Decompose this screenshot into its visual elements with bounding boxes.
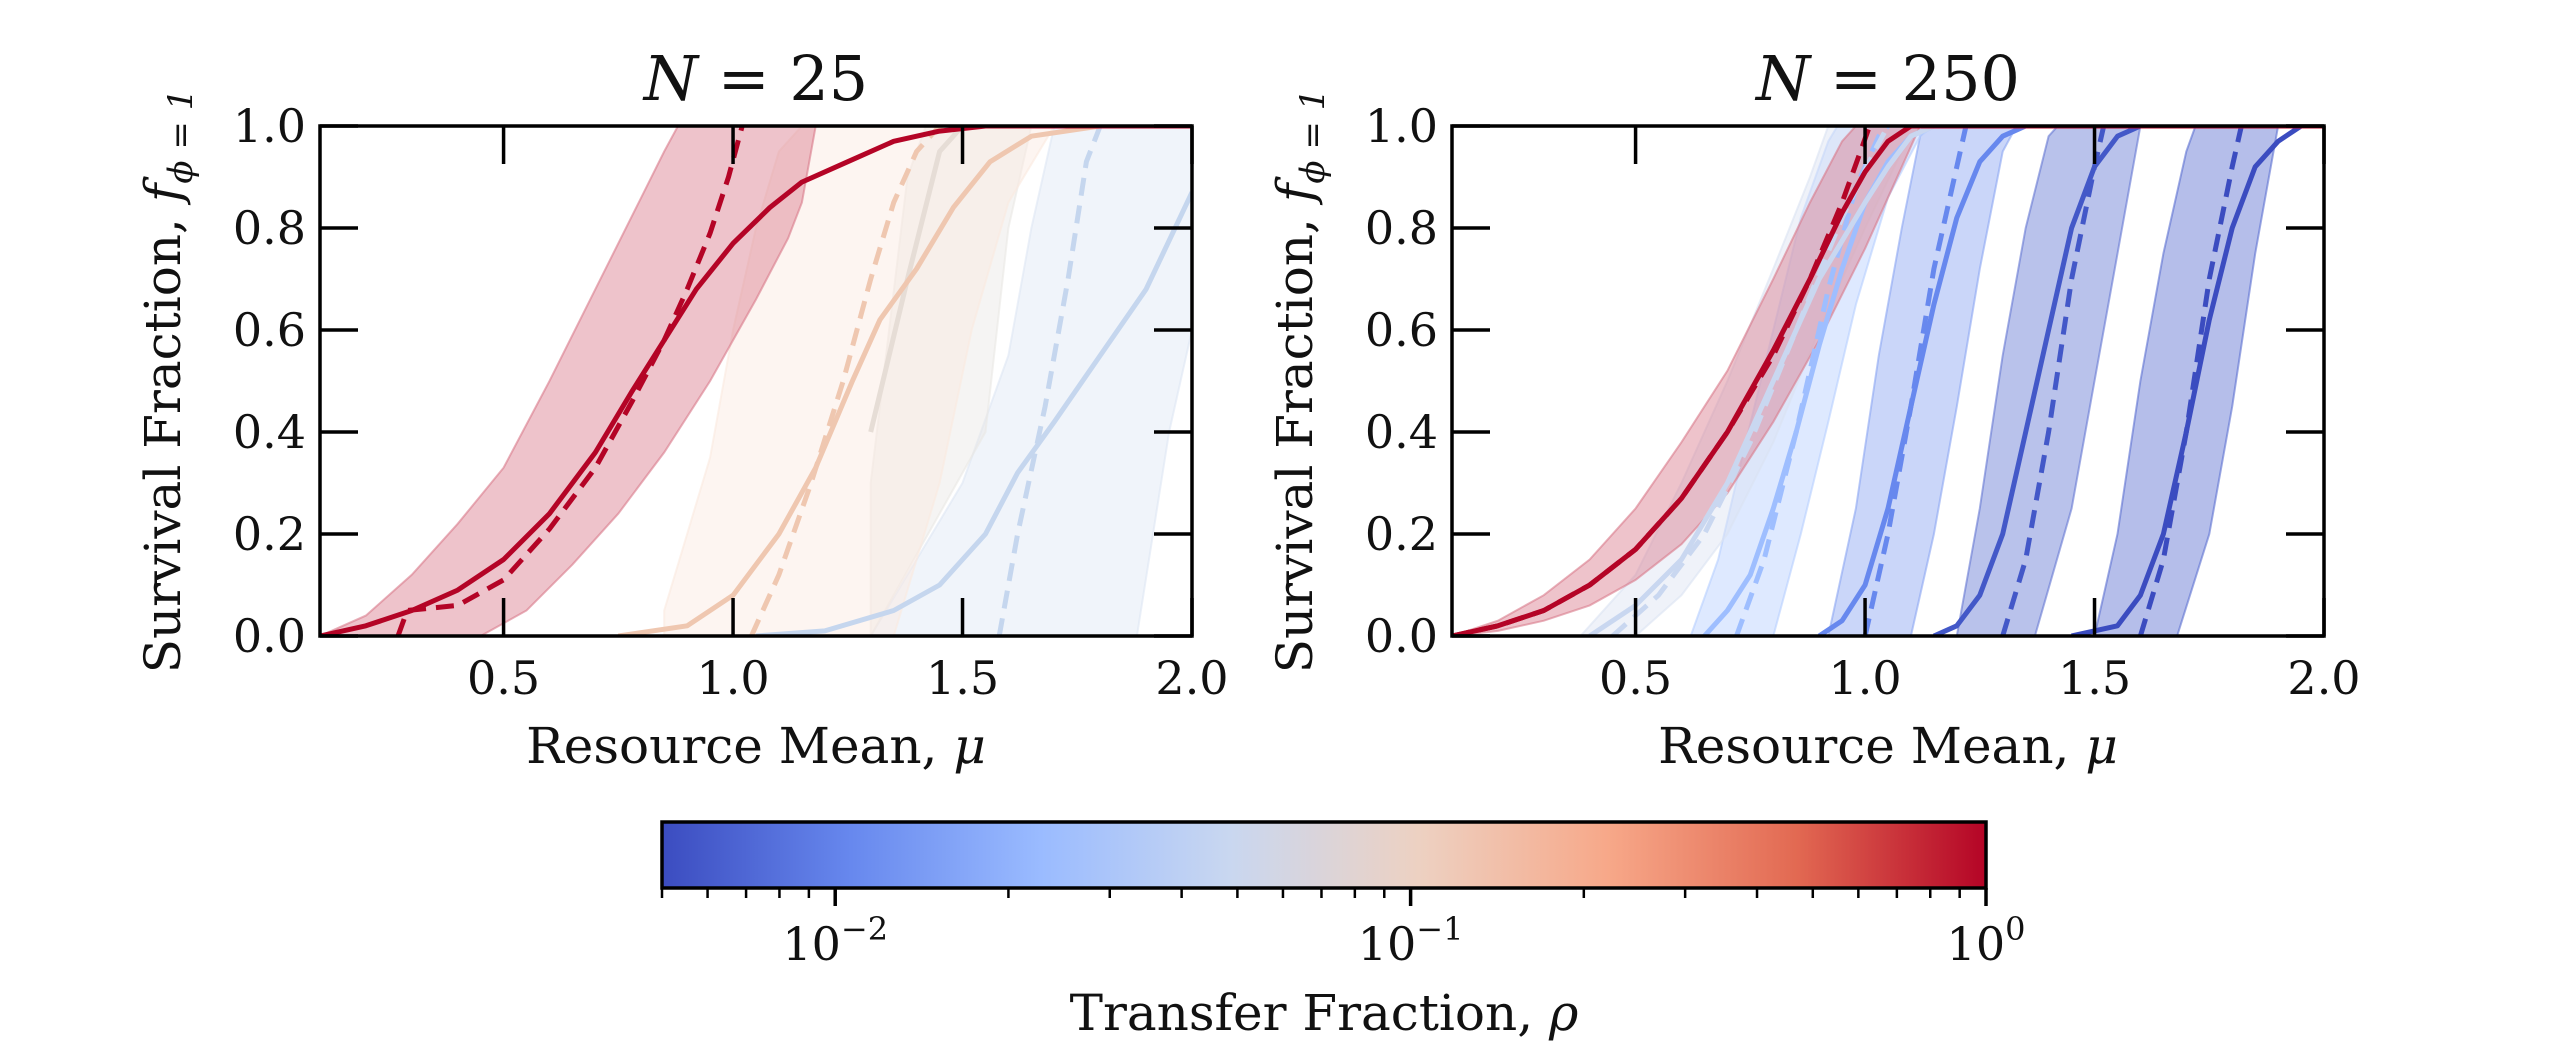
plot-area xyxy=(320,126,1192,636)
panel-n250: N = 250 0.5 1.0 1.5 2.0 0.0 0.2 0.4 0.6 0.8 1.0 R… xyxy=(1266,42,2361,775)
y-tick-label: 0.6 xyxy=(1365,303,1438,357)
series-dashed-rho=1 xyxy=(395,126,745,636)
y-axis-label: Survival Fraction, fϕ = 1 xyxy=(1266,89,1333,674)
x-axis-label-symbol: μ xyxy=(2085,717,2118,775)
x-tick-label: 1.0 xyxy=(696,651,769,705)
title-variable: N xyxy=(642,42,701,115)
confidence-band-rho=0.015 xyxy=(1827,126,2018,636)
y-tick-label: 0.8 xyxy=(233,201,306,255)
title-equals: = xyxy=(698,42,789,115)
panel-n25: N = 25 0.5 1.0 1.5 2.0 0.0 0.2 0.4 0.6 0.8 1.0 Re… xyxy=(134,42,1229,775)
x-axis-label: Resource Mean, μ xyxy=(1658,717,2118,775)
y-tick-label: 0.0 xyxy=(233,609,306,663)
title-variable: N xyxy=(1754,42,1813,115)
colorbar-label: Transfer Fraction, ρ xyxy=(1070,984,1579,1042)
plot-area xyxy=(1452,126,2324,636)
panel-title: N = 25 xyxy=(642,42,869,115)
y-tick-label: 0.4 xyxy=(233,405,306,459)
x-tick-label: 2.0 xyxy=(1155,651,1228,705)
confidence-band-rho=1 xyxy=(320,126,817,636)
y-axis-label-text: Survival Fraction, xyxy=(134,202,192,673)
y-tick-label: 0.4 xyxy=(1365,405,1438,459)
axis-ticks: 0.5 1.0 1.5 2.0 0.0 0.2 0.4 0.6 0.8 1.0 xyxy=(233,99,1229,705)
confidence-band-rho=0.03 xyxy=(869,126,1192,636)
x-tick-label: 1.0 xyxy=(1828,651,1901,705)
series-dashed-rho=1 xyxy=(1452,126,1872,636)
series-dashed-rho=0.015 xyxy=(1862,126,1969,636)
x-tick-label: 0.5 xyxy=(1599,651,1672,705)
colorbar-tick-label: 10−1 xyxy=(1358,910,1464,971)
colorbar: 10−2 10−1 100 Transfer Fraction, ρ xyxy=(660,820,2026,1042)
y-tick-label: 0.0 xyxy=(1365,609,1438,663)
series-line-rho=1 xyxy=(320,126,1192,636)
series-dashed-rho=0.005 xyxy=(2138,126,2244,636)
series-line-rho=0.008 xyxy=(1932,126,2324,636)
y-axis-label-subscript: ϕ = 1 xyxy=(161,89,201,184)
y-tick-label: 0.8 xyxy=(1365,201,1438,255)
x-axis-label: Resource Mean, μ xyxy=(526,717,986,775)
series-line-rho=0.1 xyxy=(868,126,965,433)
colorbar-gradient xyxy=(660,820,1988,890)
title-value: 25 xyxy=(789,42,868,115)
confidence-band-rho=0.1 xyxy=(869,126,1192,636)
x-tick-label: 0.5 xyxy=(467,651,540,705)
x-tick-label: 2.0 xyxy=(2287,651,2360,705)
series-dashed-rho=0.06 xyxy=(1610,126,1891,636)
y-axis-label: Survival Fraction, fϕ = 1 xyxy=(134,89,201,674)
colorbar-ticks: 10−2 10−1 100 xyxy=(660,888,2026,971)
x-axis-label-text: Resource Mean, xyxy=(526,717,953,775)
colorbar-tick-label: 10−2 xyxy=(782,910,888,971)
title-value: 250 xyxy=(1902,42,2020,115)
colorbar-label-symbol: ρ xyxy=(1548,984,1579,1042)
colorbar-label-text: Transfer Fraction, xyxy=(1070,984,1549,1042)
confidence-band-rho=0.2 xyxy=(663,126,1192,636)
axes-frame xyxy=(318,124,1194,638)
y-tick-label: 1.0 xyxy=(1365,99,1438,153)
series-line-rho=0.06 xyxy=(1588,126,2324,636)
y-tick-label: 0.2 xyxy=(1365,507,1438,561)
panel-title: N = 250 xyxy=(1754,42,2020,115)
x-axis-label-text: Resource Mean, xyxy=(1658,717,2085,775)
y-tick-label: 0.6 xyxy=(233,303,306,357)
axes-frame xyxy=(1450,124,2326,638)
axis-ticks: 0.5 1.0 1.5 2.0 0.0 0.2 0.4 0.6 0.8 1.0 xyxy=(1365,99,2361,705)
y-tick-label: 1.0 xyxy=(233,99,306,153)
confidence-band-rho=0.005 xyxy=(2093,126,2280,636)
confidence-band-rho=0.008 xyxy=(1955,126,2142,636)
y-axis-label-text: Survival Fraction, xyxy=(1266,202,1324,673)
series-line-rho=0.2 xyxy=(617,126,1192,636)
colorbar-tick-label: 100 xyxy=(1947,910,2026,971)
y-axis-label-subscript: ϕ = 1 xyxy=(1293,89,1333,184)
x-tick-label: 1.5 xyxy=(2058,651,2131,705)
series-line-rho=0.005 xyxy=(2071,126,2324,636)
series-line-rho=0.03 xyxy=(755,191,1192,636)
series-line-rho=0.015 xyxy=(1817,126,2324,636)
y-tick-label: 0.2 xyxy=(233,507,306,561)
x-axis-label-symbol: μ xyxy=(953,717,986,775)
title-equals: = xyxy=(1810,42,1901,115)
series-dashed-rho=0.03 xyxy=(1734,126,1890,636)
confidence-band-rho=1 xyxy=(1452,126,1922,636)
x-tick-label: 1.5 xyxy=(926,651,999,705)
